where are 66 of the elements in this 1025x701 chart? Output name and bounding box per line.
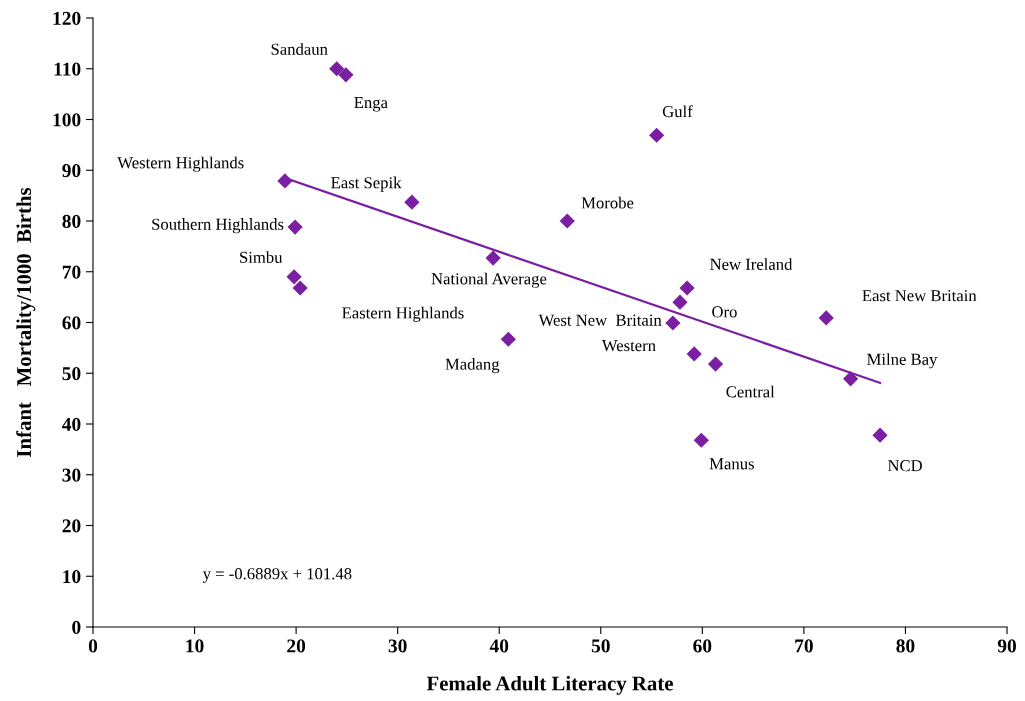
y-tick-label: 90 xyxy=(62,164,81,178)
point xyxy=(679,280,695,296)
y-tick-label: 120 xyxy=(53,11,81,25)
x-tick-label: 60 xyxy=(693,639,712,653)
annotation: Manus xyxy=(709,458,754,470)
point xyxy=(292,280,308,296)
point xyxy=(404,194,420,210)
point xyxy=(843,371,859,387)
y-tick-label: 100 xyxy=(53,113,81,127)
annotation: Central xyxy=(726,385,775,398)
y-tick-label: 10 xyxy=(63,570,81,584)
annotation: Milne Bay xyxy=(867,353,938,369)
y-tick-label: 0 xyxy=(72,620,81,634)
y-tick-label: 60 xyxy=(62,316,81,330)
point xyxy=(665,315,681,331)
y-tick-label: 50 xyxy=(62,367,81,381)
x-axis-title: Female Adult Literacy Rate xyxy=(426,675,673,695)
x-tick-label: 10 xyxy=(186,639,204,653)
y-tick-label: 110 xyxy=(54,62,81,76)
annotation: Western xyxy=(601,340,656,352)
annotation: Simbu xyxy=(240,251,283,263)
x-tick-label: 80 xyxy=(896,639,915,653)
point xyxy=(338,67,354,83)
y-tick-label: 20 xyxy=(62,519,81,533)
point xyxy=(286,269,302,285)
y-axis-title: Infant Mortality/1000 Births xyxy=(16,187,36,457)
point xyxy=(649,127,665,143)
x-tick-label: 50 xyxy=(591,639,610,653)
point xyxy=(818,310,834,326)
point xyxy=(707,356,724,372)
y-tick-label: 40 xyxy=(62,417,81,431)
x-tick-label: 90 xyxy=(997,639,1016,653)
annotation: East New Britain xyxy=(862,290,977,302)
annotation: Enga xyxy=(354,97,388,112)
x-tick-label: 70 xyxy=(795,639,813,653)
annotation: Morobe xyxy=(581,196,634,209)
point xyxy=(287,219,303,235)
y-tick-label: 30 xyxy=(62,468,81,482)
annotation: West New Britain xyxy=(538,314,662,326)
y-tick-label: 80 xyxy=(62,214,81,228)
point xyxy=(686,346,702,362)
x-tick-label: 20 xyxy=(287,639,306,653)
annotation: East Sepik xyxy=(331,176,402,192)
point xyxy=(485,250,501,266)
annotation: Gulf xyxy=(662,105,693,118)
annotation: National Average xyxy=(431,272,547,288)
x-tick-label: 40 xyxy=(489,639,509,653)
y-tick-label: 70 xyxy=(62,265,81,279)
annotation: NCD xyxy=(887,460,922,472)
annotation: Madang xyxy=(445,358,500,374)
point xyxy=(559,213,575,229)
x-tick-label: 30 xyxy=(388,639,407,653)
annotation: y = -0.6889x + 101.48 xyxy=(202,568,352,583)
annotation: Western Highlands xyxy=(117,156,244,172)
annotation: Oro xyxy=(712,306,737,318)
annotation: Southern Highlands xyxy=(152,218,284,234)
annotation: Sandaun xyxy=(271,43,328,55)
point xyxy=(500,331,516,347)
point xyxy=(672,294,688,310)
x-tick-label: 0 xyxy=(88,639,98,653)
point xyxy=(693,432,709,448)
annotation: Eastern Highlands xyxy=(342,306,464,322)
annotation: New Ireland xyxy=(710,258,793,270)
point xyxy=(872,427,888,443)
point xyxy=(329,61,345,77)
point xyxy=(277,173,293,189)
